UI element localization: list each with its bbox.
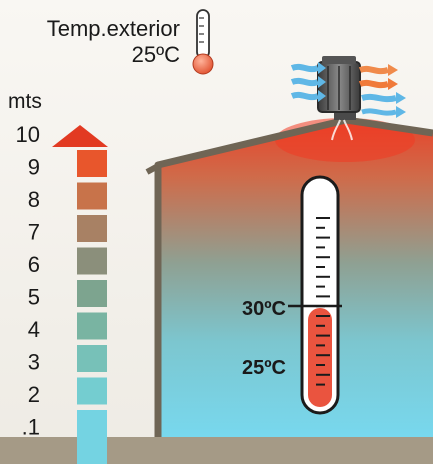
height-label: 9 (28, 155, 40, 180)
height-scale-segment (77, 182, 107, 210)
height-label: .1 (22, 415, 40, 440)
exterior-temp-value: 25ºC (132, 42, 181, 67)
height-scale-segment (77, 345, 107, 372)
height-label: 4 (28, 317, 40, 342)
height-label: 3 (28, 350, 40, 375)
building-roof (154, 116, 433, 437)
exterior-temp-label: Temp.exterior (47, 16, 180, 41)
ground (0, 437, 433, 464)
height-scale-segment (77, 312, 107, 340)
building-interior (158, 120, 433, 437)
roof-ventilator-icon (290, 56, 406, 141)
height-label: 8 (28, 187, 40, 212)
interior-temp-mark-30: 30ºC (242, 298, 286, 320)
interior-temp-mark-25: 25ºC (242, 357, 286, 379)
height-label: 5 (28, 285, 40, 310)
height-scale-segment (77, 410, 107, 464)
height-scale-segment (77, 377, 107, 405)
height-label: 6 (28, 252, 40, 277)
height-scale-segment (77, 150, 107, 177)
height-label: 10 (16, 122, 40, 147)
height-scale-segment (77, 280, 107, 307)
height-scale-bar (77, 150, 107, 464)
exterior-thermometer-icon (192, 9, 214, 75)
height-label: 7 (28, 220, 40, 245)
interior-thermometer-icon (288, 175, 342, 415)
height-scale-segment (77, 215, 107, 242)
height-label: 2 (28, 382, 40, 407)
height-unit: mts (8, 90, 42, 113)
height-scale-segment (77, 247, 107, 275)
height-top-arrow-icon (52, 125, 108, 147)
roof-eave (145, 163, 160, 175)
height-scale-labels: 10 9 8 7 6 5 4 3 2 .1 (16, 122, 40, 440)
